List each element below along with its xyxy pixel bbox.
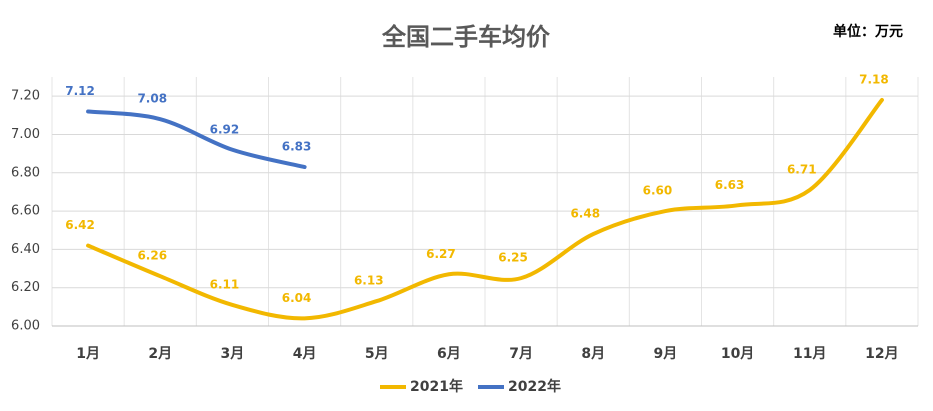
series-line xyxy=(86,97,884,321)
y-tick-label: 6.00 xyxy=(11,319,40,334)
y-tick-label: 6.20 xyxy=(11,280,40,295)
legend: 2021年 2022年 xyxy=(380,378,561,395)
data-label: 6.48 xyxy=(570,207,600,221)
y-tick-label: 6.80 xyxy=(11,165,40,180)
data-label: 6.11 xyxy=(210,277,240,291)
data-label: 7.18 xyxy=(859,72,889,86)
data-label: 7.12 xyxy=(65,84,95,98)
x-tick-label: 3月 xyxy=(221,346,245,362)
series-line xyxy=(86,109,307,170)
data-label: 6.26 xyxy=(137,249,167,263)
data-label: 6.83 xyxy=(282,140,312,154)
y-tick-label: 7.00 xyxy=(11,127,40,142)
legend-label: 2022年 xyxy=(508,378,561,395)
data-label: 6.13 xyxy=(354,274,384,288)
x-tick-label: 8月 xyxy=(581,346,605,362)
x-tick-label: 10月 xyxy=(721,346,754,362)
y-tick-label: 6.40 xyxy=(11,242,40,257)
x-tick-label: 2月 xyxy=(148,346,172,362)
data-label: 7.08 xyxy=(137,92,167,106)
data-label: 6.27 xyxy=(426,247,456,261)
legend-label: 2021年 xyxy=(410,378,463,395)
x-tick-label: 1月 xyxy=(76,346,100,362)
x-tick-label: 12月 xyxy=(865,346,898,362)
y-tick-label: 6.60 xyxy=(11,204,40,219)
unit-label: 单位：万元 xyxy=(833,23,903,40)
x-tick-label: 11月 xyxy=(793,346,826,362)
data-label: 6.04 xyxy=(282,291,312,305)
x-tick-label: 6月 xyxy=(437,346,461,362)
data-label: 6.92 xyxy=(210,122,240,136)
x-tick-label: 9月 xyxy=(654,346,678,362)
x-tick-label: 4月 xyxy=(293,346,317,362)
data-label: 6.42 xyxy=(65,218,95,232)
data-label: 6.60 xyxy=(643,184,673,198)
data-label: 6.25 xyxy=(498,251,528,265)
data-label: 6.63 xyxy=(715,178,745,192)
x-tick-label: 5月 xyxy=(365,346,389,362)
data-label: 6.71 xyxy=(787,163,817,177)
chart-title: 全国二手车均价 xyxy=(381,23,551,51)
y-tick-label: 7.20 xyxy=(11,89,40,104)
x-tick-label: 7月 xyxy=(509,346,533,362)
